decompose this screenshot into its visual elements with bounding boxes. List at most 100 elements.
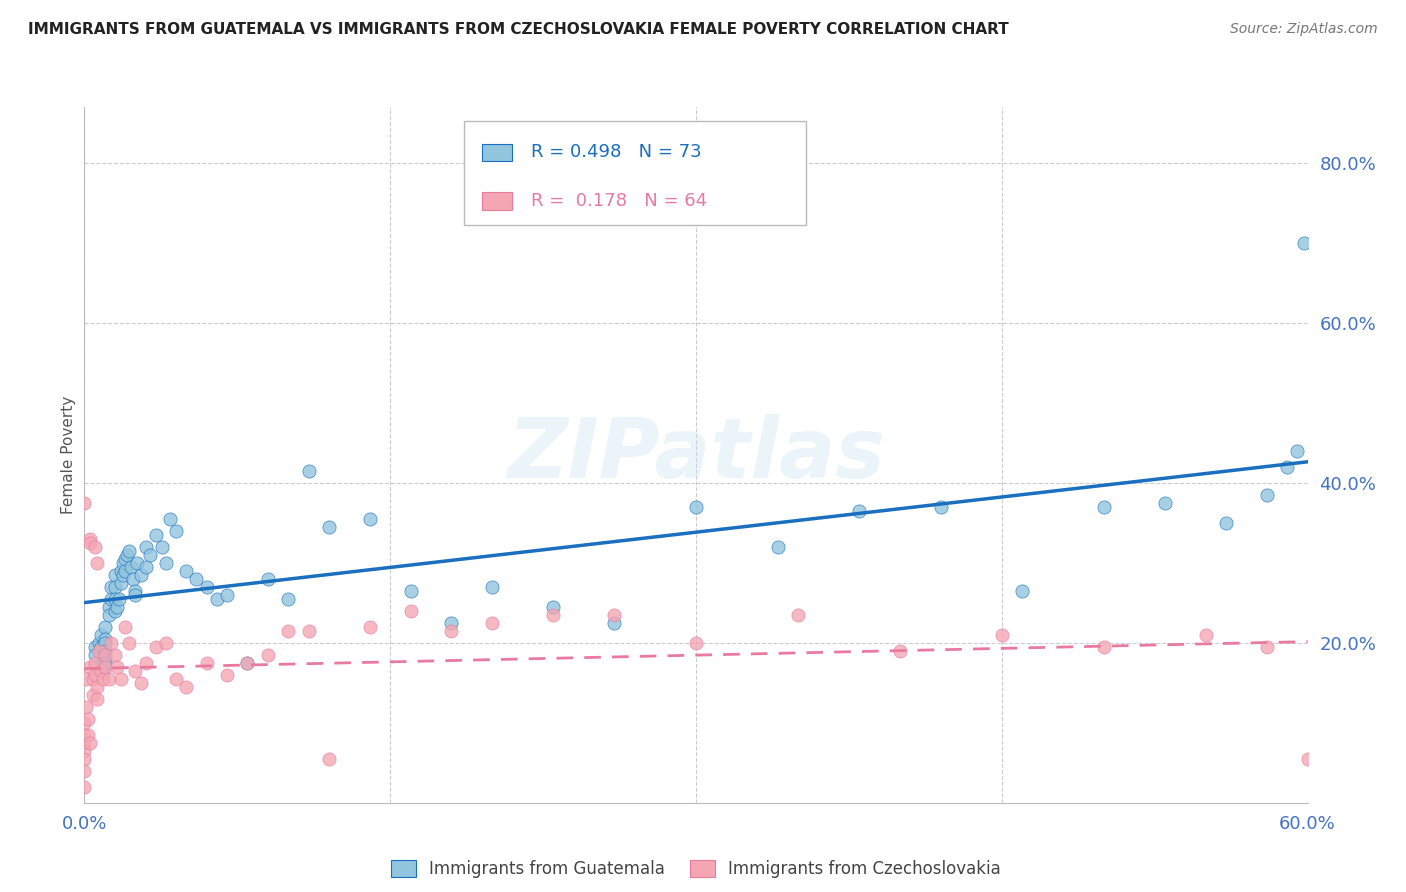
Point (127, 556, 149, 570)
Point (73, 728, 96, 742)
Point (87, 644, 110, 658)
Point (155, 556, 177, 570)
Point (257, 648, 280, 662)
Point (104, 567, 127, 582)
Point (75, 699, 97, 714)
Point (399, 604, 422, 618)
Point (1153, 496, 1175, 510)
Point (112, 556, 135, 570)
Point (86, 556, 108, 570)
Point (93, 652, 115, 666)
Point (90, 640, 112, 654)
Point (105, 599, 128, 614)
Point (991, 628, 1014, 642)
Point (104, 580, 127, 594)
FancyBboxPatch shape (464, 121, 806, 226)
Point (83, 540, 105, 554)
Point (186, 572, 208, 586)
Point (195, 656, 218, 670)
Point (145, 528, 167, 542)
Point (174, 680, 197, 694)
Point (97, 599, 120, 614)
Point (114, 564, 136, 578)
Point (195, 580, 218, 594)
Text: Source: ZipAtlas.com: Source: ZipAtlas.com (1230, 22, 1378, 37)
Point (73, 496, 96, 510)
Point (1275, 459, 1298, 474)
Point (236, 656, 259, 670)
Point (124, 583, 146, 598)
Point (73, 780, 96, 794)
Point (110, 564, 132, 578)
Point (83, 668, 105, 682)
Point (298, 464, 321, 478)
Point (131, 676, 153, 690)
Point (91, 656, 114, 670)
Point (90, 664, 112, 678)
Point (112, 567, 135, 582)
Point (217, 668, 239, 682)
Point (481, 615, 503, 630)
Point (82, 688, 104, 702)
Point (1296, 752, 1319, 766)
Point (73, 752, 96, 766)
Point (543, 607, 565, 622)
Text: R = 0.498   N = 73: R = 0.498 N = 73 (531, 144, 702, 161)
Text: IMMIGRANTS FROM GUATEMALA VS IMMIGRANTS FROM CZECHOSLOVAKIA FEMALE POVERTY CORRE: IMMIGRANTS FROM GUATEMALA VS IMMIGRANTS … (28, 22, 1010, 37)
Point (543, 599, 565, 614)
Point (73, 764, 96, 778)
Point (787, 607, 810, 622)
Y-axis label: Female Poverty: Female Poverty (60, 396, 76, 514)
Point (93, 656, 115, 670)
Point (135, 656, 157, 670)
Point (1195, 628, 1218, 642)
Point (122, 572, 145, 586)
Point (115, 548, 138, 562)
Point (114, 552, 136, 566)
Point (83, 648, 105, 662)
Point (118, 544, 141, 558)
Point (110, 672, 132, 686)
Point (104, 648, 127, 662)
Point (124, 588, 146, 602)
Point (217, 588, 239, 602)
Bar (482, 193, 513, 210)
Point (104, 591, 127, 606)
Point (100, 580, 122, 594)
Point (848, 504, 870, 518)
Point (77, 728, 100, 742)
Point (91, 672, 114, 686)
Point (603, 607, 626, 622)
Point (277, 591, 299, 606)
Point (277, 624, 299, 638)
Point (205, 591, 228, 606)
Point (87, 636, 110, 650)
Point (1256, 488, 1278, 502)
Point (79, 532, 101, 546)
Point (150, 540, 173, 554)
Point (399, 583, 422, 598)
Point (118, 636, 141, 650)
Point (766, 540, 789, 554)
Point (165, 524, 187, 538)
Point (135, 560, 157, 574)
Point (105, 660, 128, 674)
Point (86, 680, 108, 694)
Point (110, 575, 132, 590)
Point (603, 615, 626, 630)
Point (82, 672, 104, 686)
Point (135, 540, 157, 554)
Point (79, 660, 101, 674)
Point (75, 672, 97, 686)
Text: R =  0.178   N = 64: R = 0.178 N = 64 (531, 192, 707, 210)
Point (481, 580, 503, 594)
Point (86, 691, 108, 706)
Point (145, 640, 167, 654)
Point (79, 536, 101, 550)
Point (124, 664, 146, 678)
Point (93, 636, 115, 650)
Point (1292, 235, 1315, 250)
Point (440, 615, 463, 630)
Point (1215, 516, 1237, 530)
Point (359, 620, 381, 634)
